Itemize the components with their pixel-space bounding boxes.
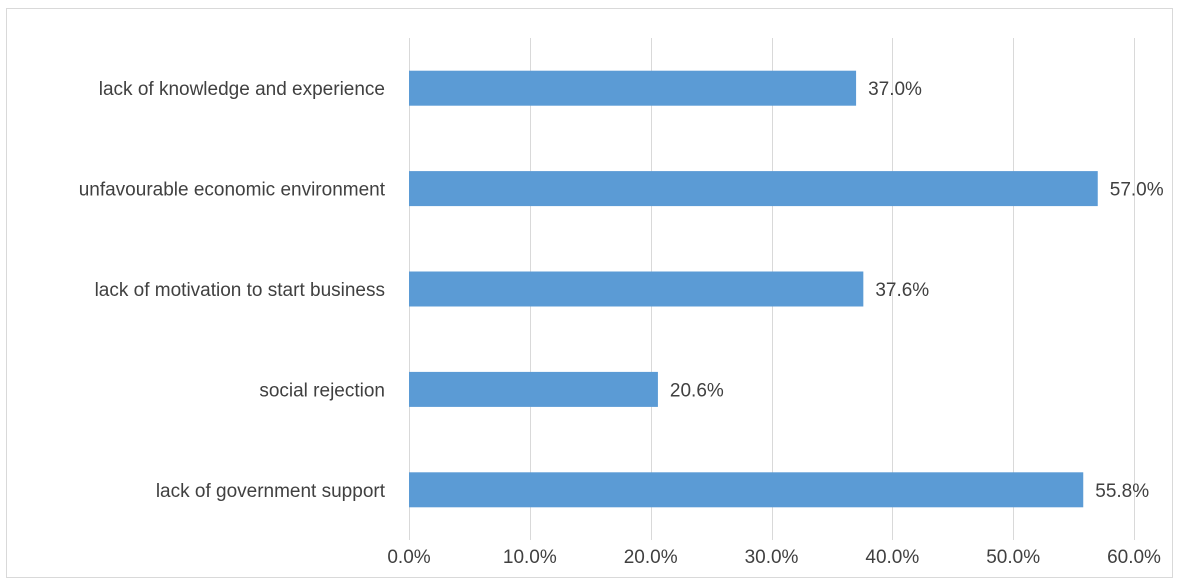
x-tick-label: 10.0% bbox=[503, 547, 557, 568]
bar bbox=[409, 371, 658, 407]
bars bbox=[409, 70, 1098, 508]
data-label: 20.6% bbox=[670, 380, 724, 401]
category-label: lack of knowledge and experience bbox=[99, 79, 385, 100]
category-label: unfavourable economic environment bbox=[79, 180, 386, 201]
data-labels: 37.0% 57.0% 37.6% 20.6% 55.8% bbox=[670, 79, 1164, 502]
bar bbox=[409, 472, 1084, 508]
data-label: 55.8% bbox=[1095, 481, 1149, 502]
category-label: social rejection bbox=[259, 380, 385, 401]
x-tick-label: 50.0% bbox=[986, 547, 1040, 568]
data-label: 57.0% bbox=[1110, 180, 1164, 201]
data-label: 37.0% bbox=[868, 79, 922, 100]
bar bbox=[409, 271, 864, 307]
data-label: 37.6% bbox=[875, 280, 929, 301]
x-tick-label: 60.0% bbox=[1107, 547, 1161, 568]
bar bbox=[409, 171, 1098, 207]
x-tick-label: 40.0% bbox=[865, 547, 919, 568]
x-axis-tick-labels: 0.0% 10.0% 20.0% 30.0% 40.0% 50.0% 60.0% bbox=[387, 547, 1161, 568]
category-labels: lack of knowledge and experience unfavour… bbox=[79, 79, 386, 502]
bar bbox=[409, 70, 857, 106]
x-tick-label: 20.0% bbox=[624, 547, 678, 568]
x-tick-label: 0.0% bbox=[387, 547, 430, 568]
gridlines bbox=[409, 38, 1135, 540]
category-label: lack of motivation to start business bbox=[95, 280, 385, 301]
x-tick-label: 30.0% bbox=[745, 547, 799, 568]
category-label: lack of government support bbox=[156, 481, 386, 502]
